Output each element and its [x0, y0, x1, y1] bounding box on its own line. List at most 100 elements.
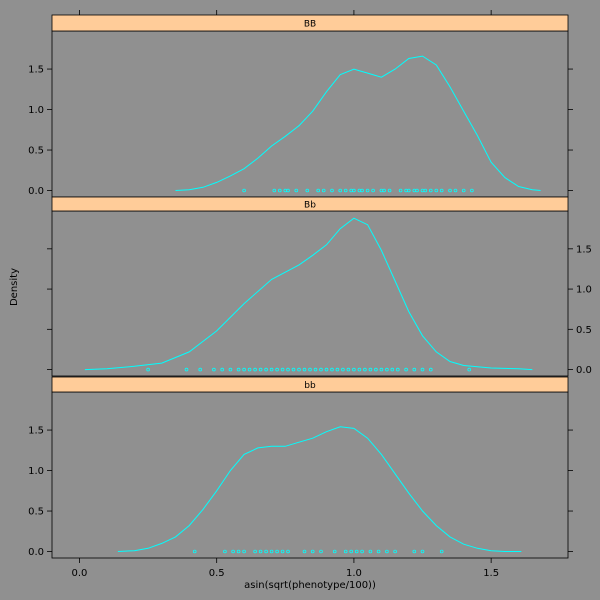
- y-tick-label: 1.0: [28, 105, 44, 116]
- rug-point: [374, 367, 378, 372]
- rug-point: [236, 549, 241, 554]
- rug-point: [368, 367, 373, 372]
- rug-point: [406, 188, 411, 193]
- rug-point: [393, 549, 397, 554]
- rug-point: [310, 549, 315, 554]
- y-axis: 0.0 0.5 1.0 1.5: [47, 244, 592, 376]
- y-axis-label: Density: [9, 268, 20, 306]
- rug-point: [223, 549, 227, 554]
- rug-point: [398, 188, 403, 193]
- y-tick-label: 0.0: [28, 547, 44, 558]
- density-line-group: [175, 55, 541, 191]
- rug-point: [305, 188, 310, 193]
- rug-point: [258, 367, 263, 372]
- y-tick-label: 0.0: [576, 365, 592, 376]
- rug-point: [360, 549, 364, 554]
- rug-point: [294, 188, 299, 193]
- rug-point: [343, 188, 348, 193]
- rug-point: [387, 188, 392, 193]
- rug-point: [242, 367, 246, 372]
- x-axis-top: [79, 10, 492, 15]
- rug-point: [371, 188, 375, 193]
- density-line: [84, 217, 533, 371]
- strip-label: Bb: [304, 201, 316, 211]
- rug-point: [291, 367, 296, 372]
- rug-point: [379, 367, 384, 372]
- rug-group: [146, 367, 472, 372]
- rug-point: [357, 367, 362, 372]
- rug-point: [231, 549, 235, 554]
- y-tick-label: 1.0: [576, 285, 592, 296]
- density-line: [117, 426, 522, 552]
- x-tick-label: 1.5: [483, 568, 499, 579]
- x-axis-label: asin(sqrt(phenotype/100)): [244, 580, 376, 591]
- rug-point: [390, 367, 395, 372]
- rug-point: [264, 549, 268, 554]
- rug-point: [412, 367, 417, 372]
- rug-group: [242, 188, 474, 193]
- rug-point: [453, 188, 458, 193]
- rug-point: [313, 367, 318, 372]
- rug-point: [192, 549, 197, 554]
- y-tick-label: 0.5: [28, 146, 44, 157]
- rug-point: [385, 367, 389, 372]
- density-line-group: [117, 426, 522, 552]
- rug-point: [316, 188, 321, 193]
- rug-point: [275, 367, 279, 372]
- rug-point: [330, 188, 334, 193]
- rug-point: [198, 367, 203, 372]
- rug-point: [368, 549, 373, 554]
- rug-point: [302, 549, 307, 554]
- y-axis: 0.0 0.5 1.0 1.5: [28, 426, 573, 558]
- strip: [51, 376, 569, 393]
- rug-point: [264, 367, 268, 372]
- rug-point: [302, 367, 307, 372]
- rug-point: [354, 549, 359, 554]
- x-axis-bottom: 0.0 0.5 1.0 1.5: [71, 558, 499, 579]
- rug-point: [349, 549, 354, 554]
- rug-point: [319, 367, 323, 372]
- y-tick-label: 1.5: [576, 244, 592, 255]
- rug-point: [382, 188, 386, 193]
- rug-point: [258, 549, 263, 554]
- rug-point: [220, 367, 225, 372]
- y-tick-label: 0.0: [28, 186, 44, 197]
- rug-point: [428, 188, 433, 193]
- rug-point: [269, 367, 274, 372]
- rug-point: [280, 549, 285, 554]
- rug-point: [365, 188, 370, 193]
- rug-point: [352, 367, 356, 372]
- rug-point: [242, 188, 246, 193]
- rug-point: [404, 367, 408, 372]
- rug-point: [228, 367, 233, 372]
- strip-label: bb: [304, 381, 316, 391]
- rug-point: [420, 549, 425, 554]
- rug-point: [352, 188, 356, 193]
- strip: [51, 14, 569, 32]
- rug-point: [360, 188, 364, 193]
- rug-point: [277, 188, 282, 193]
- rug-point: [439, 549, 444, 554]
- rug-point: [253, 549, 257, 554]
- rug-point: [467, 367, 472, 372]
- rug-point: [385, 549, 389, 554]
- rug-point: [272, 188, 277, 193]
- rug-point: [423, 188, 428, 193]
- rug-point: [461, 188, 466, 193]
- rug-point: [376, 549, 381, 554]
- rug-point: [332, 549, 337, 554]
- rug-point: [212, 367, 216, 372]
- rug-point: [297, 367, 301, 372]
- rug-point: [343, 549, 348, 554]
- strip-label: BB: [304, 20, 316, 30]
- strip: [51, 196, 569, 212]
- y-tick-label: 0.5: [28, 507, 44, 518]
- rug-point: [363, 367, 367, 372]
- y-tick-label: 1.5: [28, 426, 44, 437]
- x-tick-label: 0.5: [209, 568, 225, 579]
- x-tick-label: 0.0: [71, 568, 87, 579]
- rug-point: [335, 367, 340, 372]
- rug-point: [253, 367, 257, 372]
